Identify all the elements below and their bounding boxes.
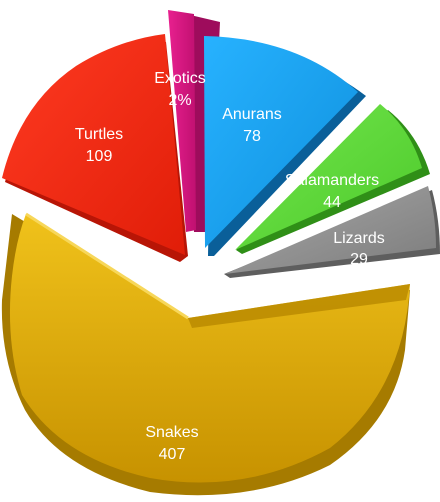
label-anurans-name: Anurans bbox=[222, 106, 282, 123]
slice-snakes[interactable] bbox=[1, 212, 410, 496]
label-salamanders: Salamanders 44 bbox=[285, 172, 379, 211]
label-lizards: Lizards 29 bbox=[333, 230, 385, 268]
label-lizards-name: Lizards bbox=[333, 230, 385, 247]
label-salamanders-value: 44 bbox=[323, 194, 341, 211]
slice-lizards[interactable] bbox=[224, 186, 440, 278]
slice-salamanders[interactable] bbox=[235, 104, 430, 254]
label-turtles-name: Turtles bbox=[75, 126, 123, 143]
label-turtles: Turtles 109 bbox=[75, 126, 123, 165]
label-exotics-value: 2% bbox=[168, 92, 191, 109]
label-anurans-value: 78 bbox=[243, 128, 261, 145]
label-exotics-name: Exotics bbox=[154, 70, 206, 87]
label-snakes: Snakes 407 bbox=[145, 424, 198, 463]
label-snakes-name: Snakes bbox=[145, 424, 198, 441]
label-lizards-value: 29 bbox=[350, 251, 368, 268]
label-anurans: Anurans 78 bbox=[222, 106, 282, 145]
label-salamanders-name: Salamanders bbox=[285, 172, 379, 189]
slice-anurans[interactable] bbox=[204, 36, 366, 256]
slice-turtles[interactable] bbox=[2, 34, 188, 262]
label-turtles-value: 109 bbox=[86, 148, 113, 165]
label-exotics: Exotics 2% bbox=[154, 70, 206, 109]
label-snakes-value: 407 bbox=[159, 446, 186, 463]
